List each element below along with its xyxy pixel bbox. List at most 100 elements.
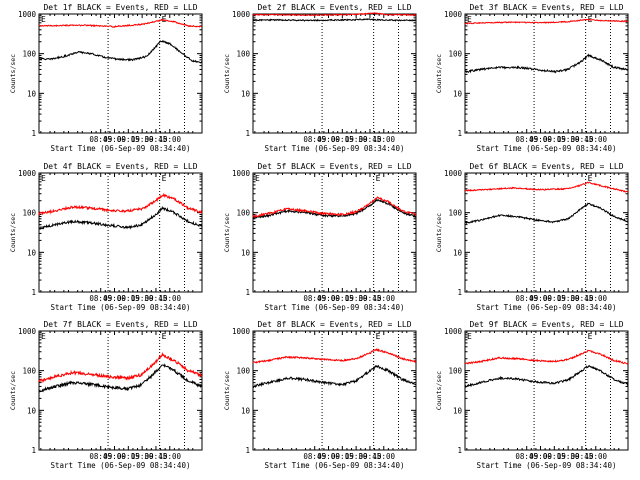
x-tick-label: 09:15 xyxy=(117,135,140,144)
plot-frame xyxy=(38,172,203,293)
y-tick-label: 1 xyxy=(245,129,250,138)
series-line-events xyxy=(464,202,629,225)
series-line-events xyxy=(464,364,629,388)
panel-6: Det 6f BLACK = Events, RED = LLD 1 10 100 10… xyxy=(435,162,629,312)
y-tick-label: 10 xyxy=(27,406,37,415)
x-axis-label: Start Time (06-Sep-09 08:34:40) xyxy=(477,144,617,153)
x-tick-label: 09:45 xyxy=(145,294,168,303)
x-tick-label: 08:45 xyxy=(515,294,538,303)
time-marker-label: E xyxy=(162,15,167,24)
panel-title: Det 1f BLACK = Events, RED = LLD xyxy=(43,3,197,12)
y-tick-label: 100 xyxy=(236,209,250,218)
x-tick-label: 09:30 xyxy=(131,294,154,303)
y-axis-label: Counts/sec xyxy=(9,371,17,410)
y-tick-label: 10 xyxy=(241,406,251,415)
x-tick-label: 09:30 xyxy=(345,294,368,303)
x-tick-label: 09:45 xyxy=(571,452,594,461)
panel-3: Det 3f BLACK = Events, RED = LLD 1 10 100 10… xyxy=(435,3,629,153)
y-axis-label: Counts/sec xyxy=(223,213,231,252)
corner-label: E xyxy=(467,15,472,24)
y-axis-label: Counts/sec xyxy=(435,54,443,93)
x-tick-label: 09:45 xyxy=(359,452,382,461)
y-tick-label: 1000 xyxy=(18,327,37,336)
x-tick-label: 09:15 xyxy=(543,135,566,144)
x-axis-label: Start Time (06-Sep-09 08:34:40) xyxy=(51,303,191,312)
panel-title: Det 8f BLACK = Events, RED = LLD xyxy=(257,320,411,329)
panel-title: Det 7f BLACK = Events, RED = LLD xyxy=(43,320,197,329)
plot-frame xyxy=(464,172,629,293)
x-tick-label: 09:00 xyxy=(529,294,552,303)
panel-title: Det 6f BLACK = Events, RED = LLD xyxy=(469,162,623,171)
x-tick-label: 08:45 xyxy=(303,135,326,144)
x-tick-label: 10:00 xyxy=(584,294,607,303)
x-tick-label: 09:30 xyxy=(345,135,368,144)
y-tick-label: 10 xyxy=(453,248,463,257)
y-tick-label: 100 xyxy=(22,367,36,376)
series-line-lld xyxy=(464,18,629,25)
x-axis-label: Start Time (06-Sep-09 08:34:40) xyxy=(265,461,405,470)
x-tick-label: 08:45 xyxy=(89,294,112,303)
x-tick-label: 09:00 xyxy=(317,294,340,303)
x-tick-label: 08:45 xyxy=(303,452,326,461)
y-axis-label: Counts/sec xyxy=(435,213,443,252)
y-tick-label: 1000 xyxy=(232,169,251,178)
y-tick-label: 10 xyxy=(241,248,251,257)
y-tick-label: 1000 xyxy=(232,10,251,19)
y-tick-label: 10 xyxy=(241,89,251,98)
panel-1: Det 1f BLACK = Events, RED = LLD 1 10 100 10… xyxy=(9,3,203,153)
y-tick-label: 10 xyxy=(453,406,463,415)
x-tick-label: 09:30 xyxy=(131,135,154,144)
x-tick-label: 09:45 xyxy=(359,135,382,144)
time-marker-label: E xyxy=(588,332,593,341)
x-axis-label: Start Time (06-Sep-09 08:34:40) xyxy=(477,461,617,470)
panel-7: Det 7f BLACK = Events, RED = LLD 1 10 100 10… xyxy=(9,320,203,470)
x-tick-label: 10:00 xyxy=(158,135,181,144)
y-tick-label: 1000 xyxy=(444,327,463,336)
panel-title: Det 9f BLACK = Events, RED = LLD xyxy=(469,320,623,329)
x-tick-label: 09:15 xyxy=(117,452,140,461)
y-tick-label: 1 xyxy=(457,288,462,297)
x-tick-label: 09:15 xyxy=(331,452,354,461)
x-axis-label: Start Time (06-Sep-09 08:34:40) xyxy=(477,303,617,312)
y-tick-label: 1 xyxy=(457,446,462,455)
series-line-lld xyxy=(252,12,417,17)
x-tick-label: 10:00 xyxy=(372,294,395,303)
series-line-events xyxy=(252,18,416,22)
y-tick-label: 10 xyxy=(453,89,463,98)
corner-label: E xyxy=(41,174,46,183)
corner-label: E xyxy=(467,332,472,341)
series-line-lld xyxy=(38,18,202,28)
y-tick-label: 10 xyxy=(27,248,37,257)
plot-frame xyxy=(38,13,203,134)
x-tick-label: 08:45 xyxy=(303,294,326,303)
series-line-lld xyxy=(464,181,628,193)
x-tick-label: 09:15 xyxy=(117,294,140,303)
time-marker-label: E xyxy=(588,174,593,183)
x-tick-label: 09:30 xyxy=(557,294,580,303)
y-tick-label: 100 xyxy=(22,209,36,218)
y-tick-label: 100 xyxy=(448,50,462,59)
x-tick-label: 09:45 xyxy=(571,135,594,144)
x-tick-label: 10:00 xyxy=(372,452,395,461)
x-tick-label: 09:30 xyxy=(131,452,154,461)
x-axis-label: Start Time (06-Sep-09 08:34:40) xyxy=(265,303,405,312)
y-tick-label: 100 xyxy=(236,50,250,59)
panel-2: Det 2f BLACK = Events, RED = LLD 1 10 100 10… xyxy=(223,3,417,153)
panel-9: Det 9f BLACK = Events, RED = LLD 1 10 100 10… xyxy=(435,320,629,470)
time-marker-label: E xyxy=(162,174,167,183)
plot-frame xyxy=(464,13,629,134)
series-line-events xyxy=(252,364,417,389)
x-tick-label: 09:00 xyxy=(317,452,340,461)
x-tick-label: 09:45 xyxy=(145,135,168,144)
y-tick-label: 1000 xyxy=(18,169,37,178)
y-axis-label: Counts/sec xyxy=(223,371,231,410)
plot-frame xyxy=(38,330,203,451)
series-line-lld xyxy=(252,348,417,364)
x-tick-label: 09:00 xyxy=(529,135,552,144)
x-tick-label: 09:45 xyxy=(359,294,382,303)
y-tick-label: 100 xyxy=(236,367,250,376)
y-tick-label: 1 xyxy=(245,288,250,297)
x-axis-label: Start Time (06-Sep-09 08:34:40) xyxy=(51,461,191,470)
series-line-lld xyxy=(464,349,629,365)
